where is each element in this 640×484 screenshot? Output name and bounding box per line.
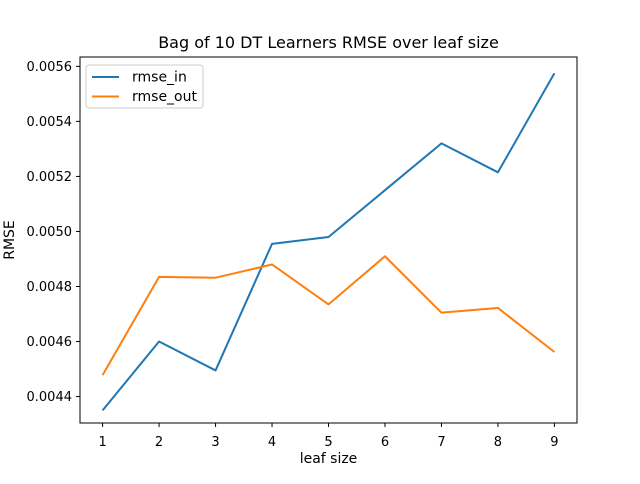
- x-axis-tick-label: 6: [381, 435, 389, 450]
- y-axis-label: RMSE: [2, 220, 18, 260]
- x-axis-label: leaf size: [300, 451, 358, 467]
- series-line-rmse-in: [101, 72, 556, 411]
- y-axis-tick-label: 0.0048: [27, 280, 73, 295]
- y-axis-tick-label: 0.0044: [27, 390, 73, 405]
- y-axis-tick-label: 0.0054: [27, 115, 73, 130]
- x-axis-tick-label: 4: [268, 435, 276, 450]
- x-axis-tick-label: 3: [211, 435, 219, 450]
- x-axis-tick-label: 9: [550, 435, 558, 450]
- y-axis-tick-label: 0.0052: [27, 170, 73, 185]
- y-axis-tick-label: 0.0046: [27, 335, 73, 350]
- legend-label-rmse-out: rmse_out: [132, 89, 197, 105]
- x-axis-tick-label: 1: [98, 435, 106, 450]
- x-axis-tick-label: 8: [494, 435, 502, 450]
- plot-frame: [79, 56, 578, 424]
- y-axis-tick-label: 0.0056: [27, 60, 73, 75]
- x-axis-tick-label: 5: [324, 435, 332, 450]
- chart-title: Bag of 10 DT Learners RMSE over leaf siz…: [158, 33, 499, 52]
- series-line-rmse-out: [101, 255, 556, 376]
- x-axis-tick-label: 7: [437, 435, 445, 450]
- legend-label-rmse-in: rmse_in: [132, 70, 187, 86]
- x-axis-tick-label: 2: [155, 435, 163, 450]
- y-axis-tick-label: 0.0050: [27, 225, 73, 240]
